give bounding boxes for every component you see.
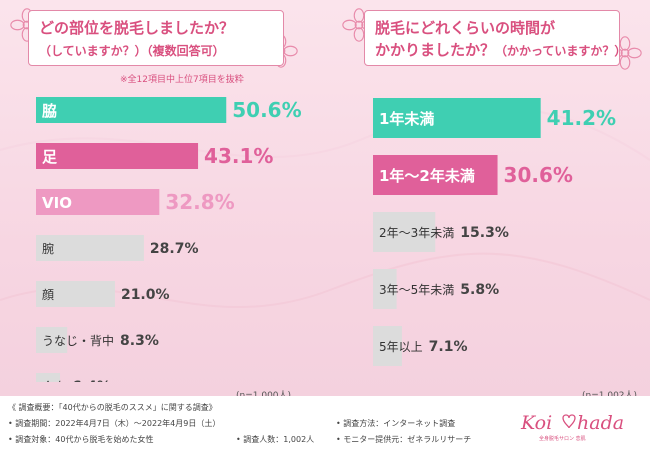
bar-腕 xyxy=(36,235,144,261)
value-label: 32.8% xyxy=(165,190,234,214)
svg-text:hada: hada xyxy=(577,412,624,434)
category-label: うなじ・背中 xyxy=(42,333,114,348)
survey-name: 《 調査概要：「40代からの脱毛のススメ」に関する調査》 xyxy=(8,403,217,412)
bar-足 xyxy=(36,143,199,169)
category-label: 顔 xyxy=(42,287,54,302)
value-label: 41.2% xyxy=(547,106,616,130)
left-note: ※全12項目中上位7項目を抜粋 xyxy=(120,75,244,85)
koihada-logo: Koi hada 全身脱毛サロン 恋肌 xyxy=(520,412,624,442)
survey-period: • 調査期間：2022年4月7日（木）～2022年4月9日（土） xyxy=(8,419,221,428)
right-title-line2b: （かかっていますか？） xyxy=(495,44,627,58)
category-label: 5年以上 xyxy=(379,340,423,354)
monitor-provider: • モニター提供元：ゼネラルリサーチ xyxy=(336,435,472,444)
category-label: 3年〜5年未満 xyxy=(379,283,454,297)
value-label: 7.1% xyxy=(429,339,468,355)
category-label: 腕 xyxy=(42,241,54,256)
left-bar-chart: 脇 50.6% 足 43.1% VIO 32.8% 腕 28.7% 顔 21.0% うなじ・背中 8.… xyxy=(36,97,302,382)
bar-VIO xyxy=(36,189,160,215)
survey-footer: 《 調査概要：「40代からの脱毛のススメ」に関する調査》 • 調査期間：2022… xyxy=(0,396,650,450)
category-label: 1年〜2年未満 xyxy=(379,167,475,185)
right-chart-title: 脱毛にどれくらいの時間が かかりましたか？（かかっていますか？） xyxy=(364,10,626,66)
bar-1年〜2年未満 xyxy=(373,155,498,195)
svg-text:全身脱毛サロン 恋肌: 全身脱毛サロン 恋肌 xyxy=(539,435,586,442)
bar-2年〜3年未満 xyxy=(373,212,436,252)
value-label: 5.8% xyxy=(460,282,499,298)
svg-text:Koi: Koi xyxy=(520,412,552,434)
category-label: VIO xyxy=(42,194,72,212)
survey-count: • 調査人数：1,002人 xyxy=(236,435,315,444)
left-chart-title: どの部位を脱毛しましたか？ （していますか？）（複数回答可） xyxy=(28,10,284,66)
survey-method: • 調査方法：インターネット調査 xyxy=(336,419,456,428)
bar-1年未満 xyxy=(373,98,541,138)
left-title-line2: （していますか？） xyxy=(39,44,147,58)
bar-3年〜5年未満 xyxy=(373,269,397,309)
value-label: 30.6% xyxy=(504,163,573,187)
survey-target: • 調査対象：40代から脱毛を始めた女性 xyxy=(8,435,154,444)
value-label: 15.3% xyxy=(460,225,509,241)
value-label: 21.0% xyxy=(121,287,170,303)
right-title-line2: かかりましたか？ xyxy=(375,41,496,59)
left-title-line1: どの部位を脱毛しましたか？ xyxy=(39,19,235,37)
category-label: 足 xyxy=(42,148,58,166)
category-label: 全身 xyxy=(42,379,66,382)
bar-顔 xyxy=(36,281,115,307)
right-bar-chart: 1年未満 41.2% 1年〜2年未満 30.6% 2年〜3年未満 15.3% 3年〜5年未満… xyxy=(373,98,616,366)
value-label: 50.6% xyxy=(232,98,301,122)
bar-5年以上 xyxy=(373,326,402,366)
category-label: 脇 xyxy=(42,102,57,120)
value-label: 8.3% xyxy=(120,333,159,349)
category-label: 1年未満 xyxy=(379,110,434,128)
bar-うなじ・背中 xyxy=(36,327,68,353)
value-label: 6.4% xyxy=(72,379,111,382)
left-title-line2b: （複数回答可） xyxy=(146,44,225,58)
bar-全身 xyxy=(36,373,61,382)
right-title-line1: 脱毛にどれくらいの時間が xyxy=(375,19,556,37)
category-label: 2年〜3年未満 xyxy=(379,226,454,240)
value-label: 28.7% xyxy=(150,241,199,257)
bar-脇 xyxy=(36,97,227,123)
value-label: 43.1% xyxy=(204,144,273,168)
